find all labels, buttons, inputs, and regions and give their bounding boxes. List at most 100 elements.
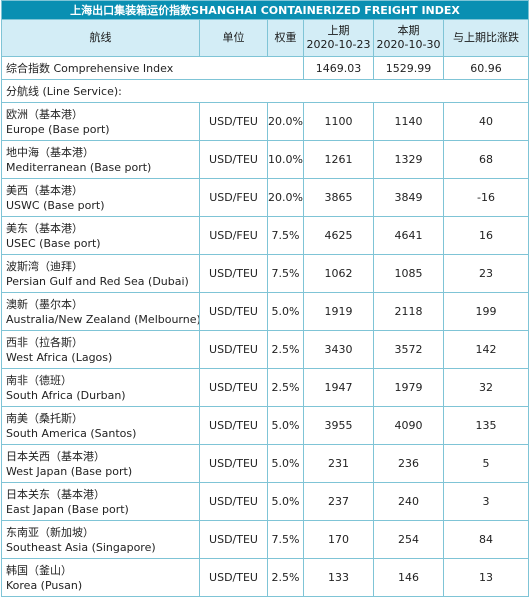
route-unit: USD/TEU <box>199 406 268 445</box>
freight-index-table: 上海出口集装箱运价指数SHANGHAI CONTAINERIZED FREIGH… <box>0 0 530 597</box>
route-unit: USD/TEU <box>199 330 268 369</box>
route-unit: USD/TEU <box>199 444 268 483</box>
route-name: 西非（拉各斯） West Africa (Lagos) <box>1 330 200 369</box>
route-change: 199 <box>442 292 530 331</box>
route-previous: 237 <box>303 482 374 521</box>
route-current: 1979 <box>373 368 444 407</box>
route-weight: 5.0% <box>267 444 304 483</box>
header-previous-date: 2020-10-23 <box>306 38 371 51</box>
composite-row: 综合指数 Comprehensive Index 1469.03 1529.99… <box>1 56 530 80</box>
route-name-en: West Japan (Base port) <box>6 464 133 478</box>
route-previous: 1947 <box>303 368 374 407</box>
route-name: 日本关东（基本港） East Japan (Base port) <box>1 482 200 521</box>
route-previous: 170 <box>303 520 374 559</box>
route-current: 236 <box>373 444 444 483</box>
route-name: 韩国（釜山） Korea (Pusan) <box>1 558 200 597</box>
route-change: 68 <box>442 140 530 179</box>
header-current: 本期 2020-10-30 <box>373 19 444 57</box>
route-previous: 3955 <box>303 406 374 445</box>
route-current: 3849 <box>373 178 444 217</box>
header-current-label: 本期 <box>397 24 420 37</box>
route-name: 美西（基本港） USWC (Base port) <box>1 178 200 217</box>
route-weight: 7.5% <box>267 216 304 255</box>
header-current-date: 2020-10-30 <box>376 38 441 51</box>
route-current: 3572 <box>373 330 444 369</box>
header-previous: 上期 2020-10-23 <box>303 19 374 57</box>
route-previous: 3865 <box>303 178 374 217</box>
route-unit: USD/TEU <box>199 292 268 331</box>
composite-current: 1529.99 <box>373 56 444 80</box>
header-weight: 权重 <box>267 19 304 57</box>
table-row: 波斯湾（迪拜） Persian Gulf and Red Sea (Dubai) U… <box>1 254 530 293</box>
table-row: 南非（德班） South Africa (Durban) USD/TEU 2.5% 19… <box>1 368 530 407</box>
route-change: 23 <box>442 254 530 293</box>
route-change: -16 <box>442 178 530 217</box>
route-name-cn: 韩国（釜山） <box>6 563 72 577</box>
route-name-en: Mediterranean (Base port) <box>6 160 152 174</box>
header-change: 与上期比涨跌 <box>442 19 530 57</box>
route-previous: 1919 <box>303 292 374 331</box>
route-name-cn: 西非（拉各斯） <box>6 335 83 349</box>
route-name-en: West Africa (Lagos) <box>6 350 113 364</box>
header-unit: 单位 <box>199 19 268 57</box>
table-header-row: 航线 单位 权重 上期 2020-10-23 本期 2020-10-30 与上期… <box>1 19 530 57</box>
table-row: 日本关西（基本港） West Japan (Base port) USD/TEU 5.… <box>1 444 530 483</box>
route-change: 3 <box>442 482 530 521</box>
route-name-cn: 美西（基本港） <box>6 183 83 197</box>
table-row: 日本关东（基本港） East Japan (Base port) USD/TEU 5.… <box>1 482 530 521</box>
route-name-en: Europe (Base port) <box>6 122 110 136</box>
route-current: 1085 <box>373 254 444 293</box>
table-row: 澳新（墨尔本） Australia/New Zealand (Melbourne)… <box>1 292 530 331</box>
route-name-en: Persian Gulf and Red Sea (Dubai) <box>6 274 189 288</box>
route-name-en: South America (Santos) <box>6 426 137 440</box>
composite-previous: 1469.03 <box>303 56 374 80</box>
route-name: 地中海（基本港） Mediterranean (Base port) <box>1 140 200 179</box>
route-name-en: East Japan (Base port) <box>6 502 129 516</box>
route-previous: 133 <box>303 558 374 597</box>
section-row: 分航线 (Line Service): <box>0 79 530 103</box>
route-name-en: Korea (Pusan) <box>6 578 83 592</box>
table-row: 西非（拉各斯） West Africa (Lagos) USD/TEU 2.5% 343… <box>1 330 530 369</box>
table-title: 上海出口集装箱运价指数SHANGHAI CONTAINERIZED FREIGH… <box>0 0 530 20</box>
route-unit: USD/FEU <box>199 178 268 217</box>
route-unit: USD/TEU <box>199 102 268 141</box>
route-name: 欧洲（基本港） Europe (Base port) <box>1 102 200 141</box>
route-weight: 2.5% <box>267 558 304 597</box>
route-previous: 231 <box>303 444 374 483</box>
route-change: 5 <box>442 444 530 483</box>
route-name-cn: 地中海（基本港） <box>6 145 94 159</box>
route-change: 16 <box>442 216 530 255</box>
route-weight: 5.0% <box>267 292 304 331</box>
table-row: 东南亚（新加坡） Southeast Asia (Singapore) USD/TE… <box>1 520 530 559</box>
header-route: 航线 <box>1 19 200 57</box>
route-weight: 20.0% <box>267 102 304 141</box>
route-previous: 4625 <box>303 216 374 255</box>
route-current: 4641 <box>373 216 444 255</box>
route-name-en: Southeast Asia (Singapore) <box>6 540 156 554</box>
route-previous: 3430 <box>303 330 374 369</box>
route-current: 240 <box>373 482 444 521</box>
route-weight: 2.5% <box>267 330 304 369</box>
route-unit: USD/TEU <box>199 140 268 179</box>
route-change: 40 <box>442 102 530 141</box>
table-row: 韩国（釜山） Korea (Pusan) USD/TEU 2.5% 133 146 13 <box>1 558 530 597</box>
route-unit: USD/TEU <box>199 520 268 559</box>
route-name: 波斯湾（迪拜） Persian Gulf and Red Sea (Dubai) <box>1 254 200 293</box>
route-previous: 1062 <box>303 254 374 293</box>
route-name-en: USWC (Base port) <box>6 198 105 212</box>
table-row: 美东（基本港） USEC (Base port) USD/FEU 7.5% 4625 46… <box>1 216 530 255</box>
route-name: 南非（德班） South Africa (Durban) <box>1 368 200 407</box>
route-name-cn: 南非（德班） <box>6 373 72 387</box>
table-row: 欧洲（基本港） Europe (Base port) USD/TEU 20.0% 110… <box>1 102 530 141</box>
route-name: 东南亚（新加坡） Southeast Asia (Singapore) <box>1 520 200 559</box>
route-weight: 2.5% <box>267 368 304 407</box>
route-change: 13 <box>442 558 530 597</box>
route-name-cn: 日本关东（基本港） <box>6 487 105 501</box>
route-unit: USD/TEU <box>199 254 268 293</box>
route-name-cn: 欧洲（基本港） <box>6 107 83 121</box>
route-previous: 1100 <box>303 102 374 141</box>
header-previous-label: 上期 <box>327 24 350 37</box>
route-name-en: USEC (Base port) <box>6 236 101 250</box>
route-weight: 10.0% <box>267 140 304 179</box>
